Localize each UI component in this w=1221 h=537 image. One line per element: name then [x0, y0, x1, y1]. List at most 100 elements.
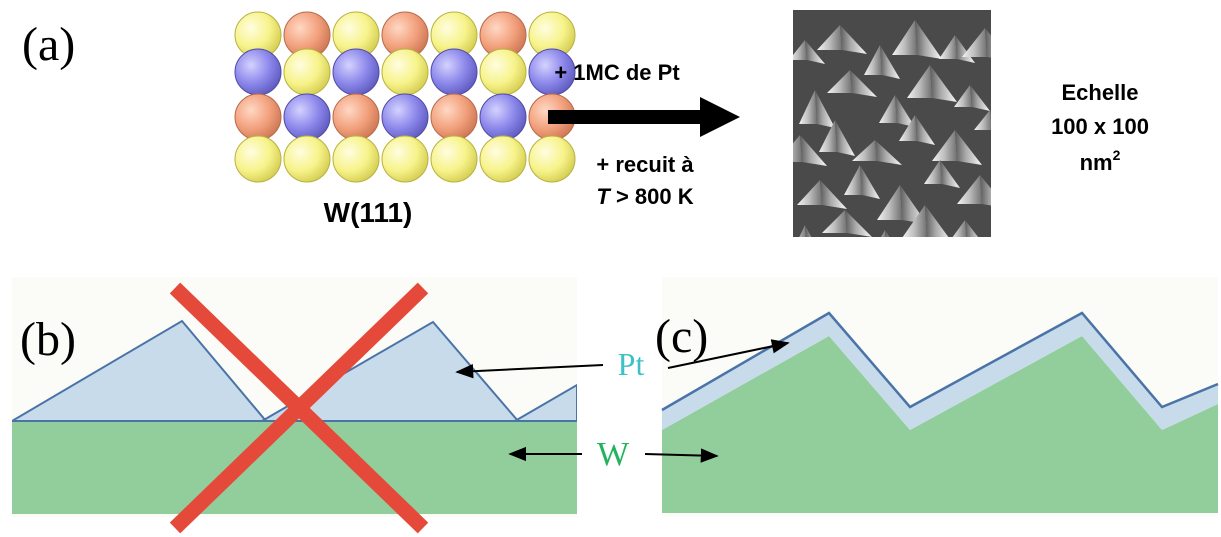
stm-facet	[844, 165, 862, 195]
stm-facet	[819, 120, 837, 152]
stm-facet	[930, 65, 957, 102]
stm-facet	[864, 45, 882, 75]
stm-facet	[800, 135, 827, 166]
process-step-temperature: T > 800 K	[596, 184, 693, 209]
stm-facet	[805, 225, 812, 237]
panel-c-label: (c)	[655, 310, 708, 363]
stm-facet	[860, 165, 880, 199]
stm-facet	[817, 25, 842, 50]
stm-facet	[892, 20, 917, 55]
stm-facet	[925, 205, 949, 237]
atom	[332, 48, 380, 96]
stm-facet	[793, 135, 802, 162]
w-arrow-right	[644, 448, 719, 463]
atom	[234, 93, 282, 141]
stm-facet	[970, 85, 990, 111]
stm-facet	[881, 230, 886, 237]
stm-facet	[793, 40, 807, 60]
stm-facet	[820, 180, 847, 209]
stm-facet	[877, 185, 902, 220]
scale-unit-exponent: 2	[1113, 147, 1121, 163]
atom	[283, 48, 331, 96]
x-mark-icon	[169, 282, 429, 534]
stm-facet	[885, 230, 890, 237]
atom	[430, 93, 478, 141]
pt-arrow-right	[667, 339, 790, 369]
atom	[479, 48, 527, 96]
atom	[283, 93, 331, 141]
w-substrate-flat	[12, 421, 577, 514]
stm-facets	[793, 20, 991, 237]
process-arrow	[548, 97, 740, 137]
stm-facet	[962, 28, 987, 57]
w-label: W	[597, 436, 630, 473]
atom	[430, 135, 478, 183]
stm-facet	[875, 140, 902, 165]
stm-image	[793, 10, 991, 237]
process-step-anneal: + recuit à	[596, 152, 694, 177]
atom	[234, 48, 282, 96]
right-arrow-icon	[700, 97, 740, 137]
atom	[528, 135, 576, 183]
stm-facet	[797, 180, 822, 205]
stm-facet	[990, 110, 991, 120]
stm-facet	[985, 28, 991, 58]
atom	[332, 93, 380, 141]
stm-facet	[965, 220, 979, 237]
panel-b-label: (b)	[20, 313, 76, 366]
stm-facet	[924, 160, 942, 184]
stm-facet	[840, 25, 867, 54]
stm-facet	[845, 210, 872, 237]
stm-facet	[980, 175, 991, 206]
stm-facet	[850, 70, 877, 97]
stm-facet	[805, 40, 825, 64]
stm-facet	[907, 65, 932, 98]
temperature-value: > 800 K	[610, 184, 694, 209]
stm-facet	[895, 95, 915, 127]
stm-facet	[915, 20, 942, 59]
stm-facet	[827, 70, 852, 93]
process-arrow-shaft	[548, 110, 710, 124]
stm-facet	[957, 175, 982, 204]
w-substrate-faceted	[662, 336, 1218, 513]
atom	[430, 48, 478, 96]
stm-facet	[974, 110, 991, 130]
stm-facet	[835, 120, 855, 156]
scale-unit-base: nm	[1080, 150, 1113, 175]
stm-facet	[932, 130, 957, 161]
temperature-symbol: T	[596, 184, 611, 209]
stm-facet	[852, 140, 877, 161]
stm-facet	[879, 95, 897, 123]
pt-surface-line	[661, 311, 1219, 412]
atom	[381, 48, 429, 96]
process-step-deposit: + 1MC de Pt	[554, 60, 680, 85]
stm-facet	[799, 225, 806, 237]
panel-a-label: (a)	[22, 18, 75, 71]
stm-facet	[899, 115, 917, 141]
scale-title: Echelle	[1061, 80, 1138, 105]
stm-facet	[952, 220, 967, 237]
stm-facet	[955, 130, 982, 165]
stm-facet	[940, 160, 960, 188]
panel-c	[661, 277, 1219, 517]
scale-unit: nm2	[1080, 147, 1121, 175]
scale-size: 100 x 100	[1051, 114, 1149, 139]
stm-facet	[902, 205, 927, 237]
atom	[283, 135, 331, 183]
pt-overlayer	[662, 313, 1218, 430]
stm-facet	[939, 35, 957, 59]
stm-facet	[822, 210, 847, 233]
atom	[479, 135, 527, 183]
atom	[234, 135, 282, 183]
atom	[381, 135, 429, 183]
atom	[381, 93, 429, 141]
panel-b	[12, 277, 577, 534]
atom	[332, 135, 380, 183]
atom	[479, 93, 527, 141]
pt-arrow-left	[455, 364, 604, 379]
stm-facet	[915, 115, 935, 145]
stm-facet	[954, 85, 972, 107]
stm-facet	[799, 90, 817, 124]
crystal-label: W(111)	[324, 197, 413, 228]
